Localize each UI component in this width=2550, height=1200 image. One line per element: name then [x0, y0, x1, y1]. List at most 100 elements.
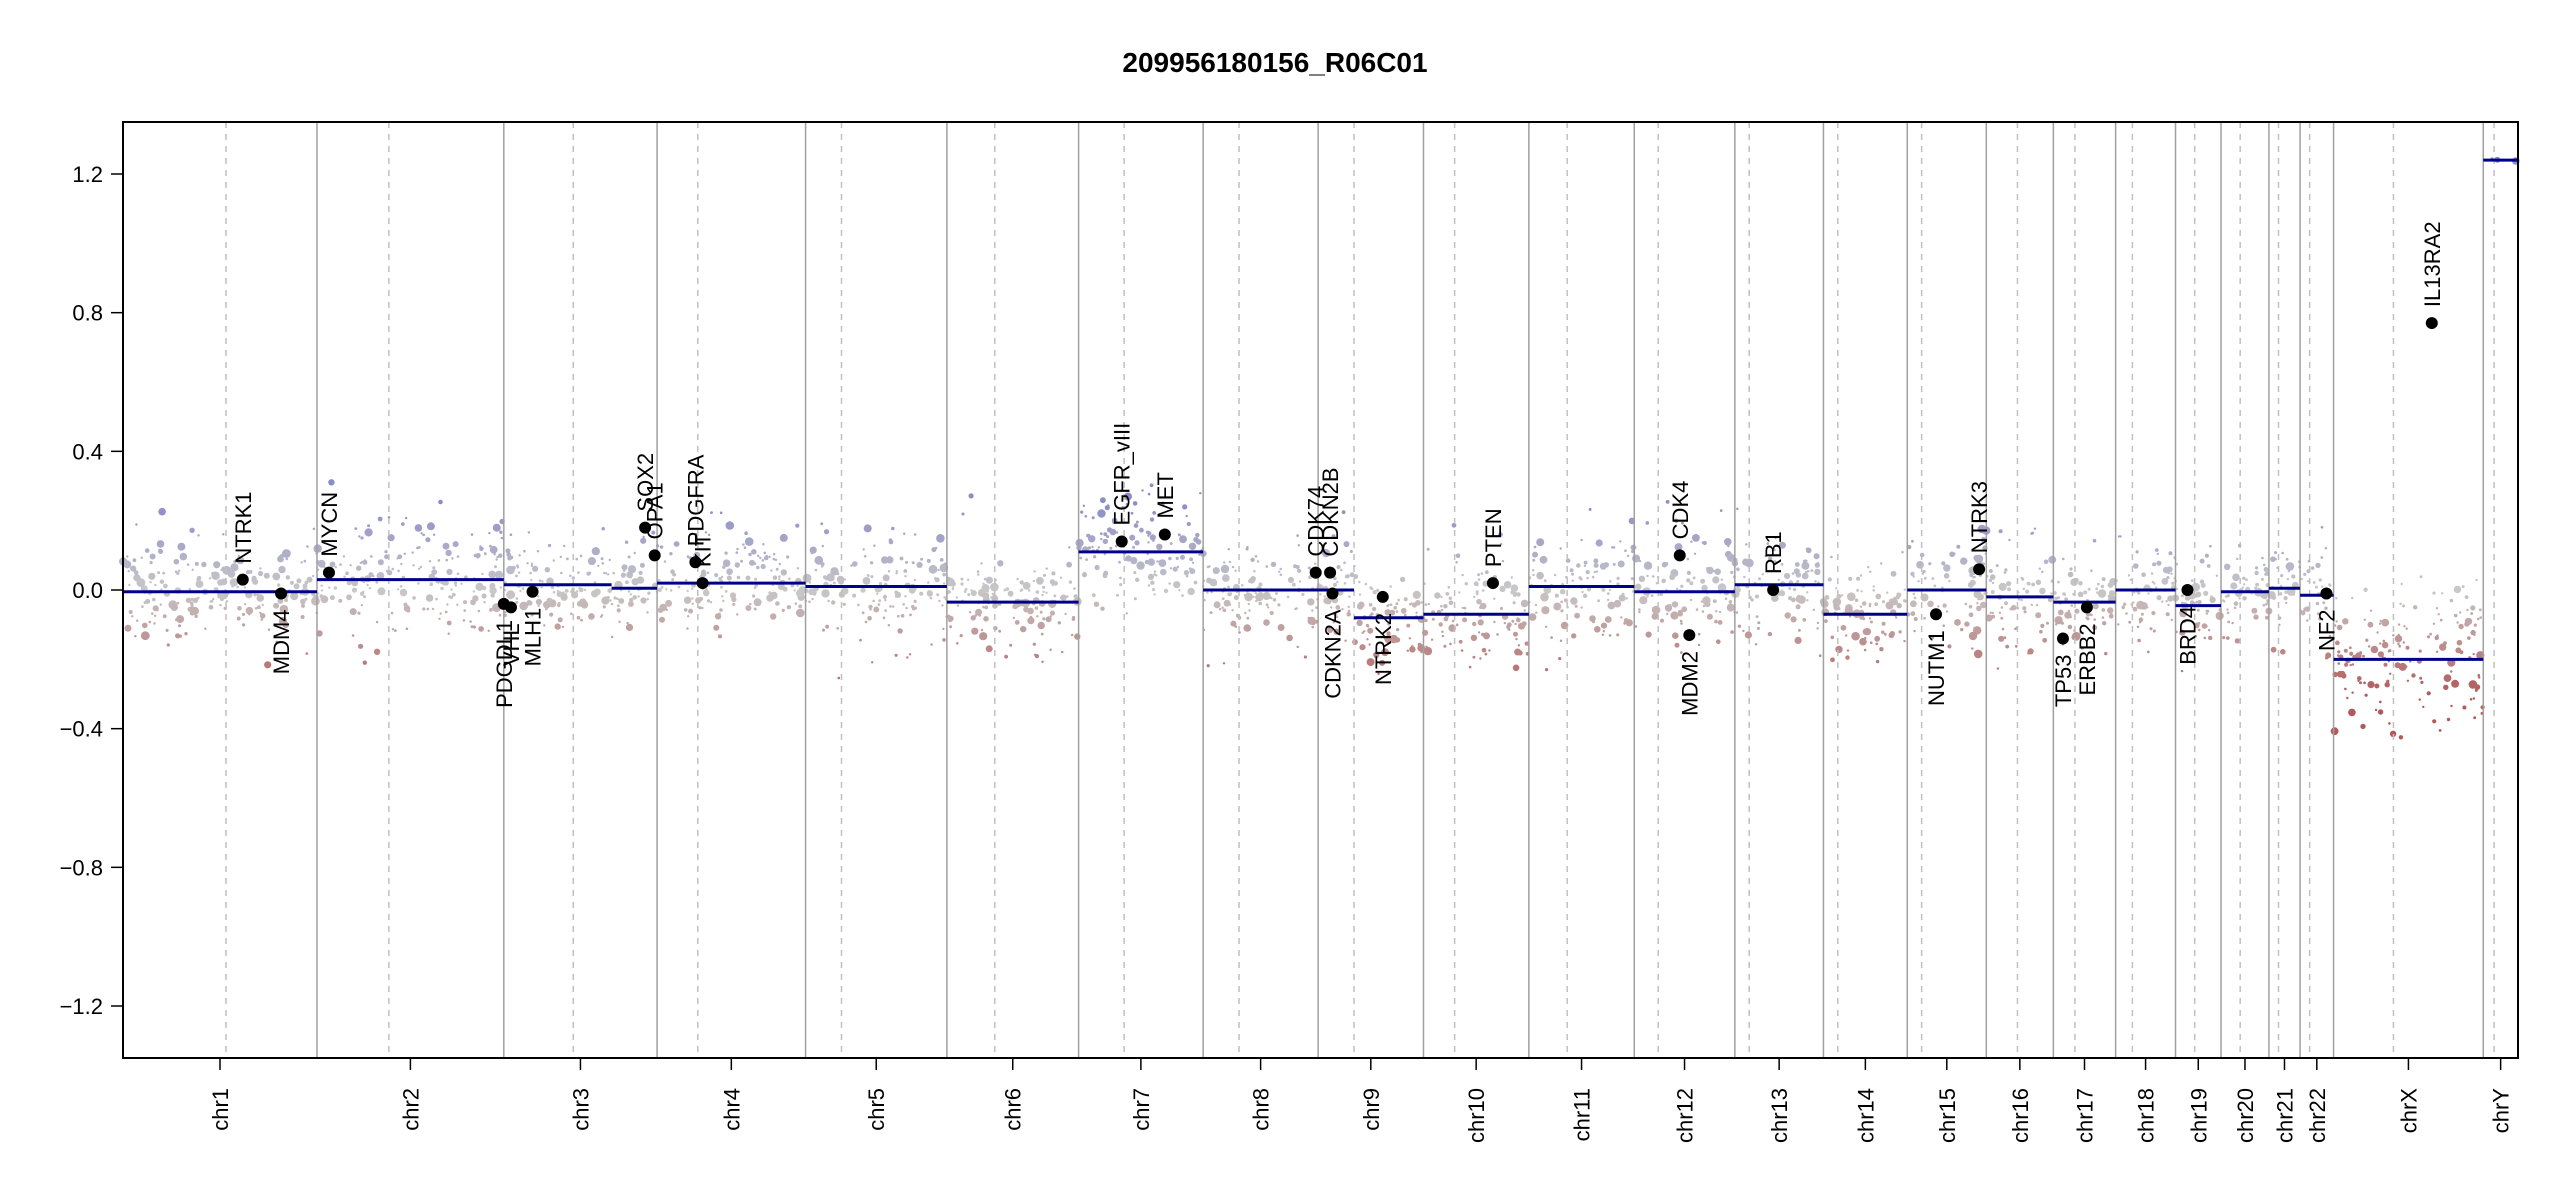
probe-point: [2365, 694, 2368, 697]
probe-point: [560, 556, 562, 558]
probe-point: [1867, 566, 1869, 568]
probe-point: [1845, 655, 1849, 659]
probe-point: [701, 570, 706, 575]
probe-point: [365, 528, 373, 536]
probe-point: [884, 595, 886, 597]
probe-point: [339, 563, 342, 566]
gene-point: [1324, 567, 1336, 579]
probe-point: [640, 563, 645, 568]
probe-point: [971, 590, 977, 596]
probe-point: [518, 571, 520, 573]
probe-point: [504, 611, 506, 613]
probe-point: [1097, 509, 1105, 517]
probe-point: [614, 596, 617, 599]
probe-point: [1815, 563, 1820, 568]
probe-point: [1496, 633, 1499, 636]
probe-point: [1971, 647, 1973, 649]
probe-point: [1493, 598, 1495, 600]
probe-point: [927, 559, 931, 563]
probe-point: [1040, 611, 1043, 614]
probe-point: [2401, 583, 2403, 585]
probe-point: [1597, 599, 1600, 602]
probe-point: [1352, 639, 1358, 645]
probe-point: [1558, 657, 1561, 660]
probe-point: [1862, 601, 1867, 606]
probe-point: [1903, 599, 1906, 602]
probe-point: [196, 580, 204, 588]
gene-label: MLH1: [521, 608, 546, 667]
probe-point: [2325, 656, 2328, 659]
probe-point: [1246, 617, 1249, 620]
probe-point: [927, 581, 930, 584]
probe-point: [1255, 593, 1263, 601]
probe-point: [1348, 610, 1351, 613]
probe-point: [2264, 573, 2267, 576]
probe-point: [2271, 647, 2277, 653]
probe-point: [1119, 583, 1122, 586]
probe-point: [1969, 605, 1973, 609]
probe-point: [1060, 577, 1062, 579]
probe-point: [1199, 492, 1201, 494]
probe-point: [1859, 638, 1867, 646]
probe-point: [2039, 630, 2043, 634]
probe-point: [1358, 581, 1360, 583]
probe-point: [489, 608, 493, 612]
probe-point: [489, 587, 496, 594]
probe-point: [1004, 655, 1008, 659]
probe-point: [2109, 590, 2115, 596]
probe-point: [2420, 681, 2423, 684]
probe-point: [888, 570, 890, 572]
probe-point: [2108, 582, 2114, 588]
probe-point: [797, 567, 799, 569]
probe-point: [744, 531, 748, 535]
probe-point: [956, 596, 958, 598]
probe-point: [1724, 538, 1732, 546]
probe-point: [1990, 612, 1992, 614]
probe-point: [1134, 597, 1137, 600]
probe-point: [430, 582, 434, 586]
gene-label: NTRK2: [1371, 613, 1396, 685]
probe-point: [1079, 557, 1082, 560]
probe-point: [1666, 613, 1668, 615]
probe-point: [691, 588, 693, 590]
probe-point: [2288, 570, 2290, 572]
probe-point: [2342, 618, 2348, 624]
probe-point: [1038, 622, 1045, 629]
probe-point: [2166, 612, 2170, 616]
probe-point: [2117, 623, 2119, 625]
probe-point: [1792, 572, 1795, 575]
probe-point: [358, 535, 360, 537]
probe-point: [1999, 583, 2007, 591]
probe-point: [597, 565, 599, 567]
probe-point: [1483, 632, 1490, 639]
probe-point: [1253, 570, 1255, 572]
probe-point: [1571, 633, 1576, 638]
probe-point: [244, 586, 246, 588]
probe-point: [154, 584, 156, 586]
probe-point: [1344, 541, 1350, 547]
probe-point: [2386, 680, 2389, 683]
probe-point: [194, 615, 197, 618]
probe-point: [1482, 589, 1485, 592]
chromosome-label: chr6: [1001, 1088, 1026, 1131]
probe-point: [438, 559, 441, 562]
probe-point: [2242, 596, 2246, 600]
probe-point: [2102, 621, 2106, 625]
probe-point: [446, 569, 452, 575]
probe-point: [822, 545, 824, 547]
probe-point: [984, 606, 988, 610]
probe-point: [1672, 632, 1679, 639]
probe-point: [1964, 621, 1969, 626]
probe-point: [957, 604, 959, 606]
probe-point: [864, 524, 872, 532]
probe-point: [1181, 594, 1184, 597]
probe-point: [1716, 639, 1721, 644]
probe-point: [736, 548, 738, 550]
probe-point: [494, 565, 497, 568]
probe-point: [306, 652, 309, 655]
probe-point: [1485, 570, 1489, 574]
probe-point: [162, 572, 165, 575]
probe-point: [2403, 625, 2405, 627]
probe-point: [969, 493, 974, 498]
probe-point: [360, 536, 363, 539]
